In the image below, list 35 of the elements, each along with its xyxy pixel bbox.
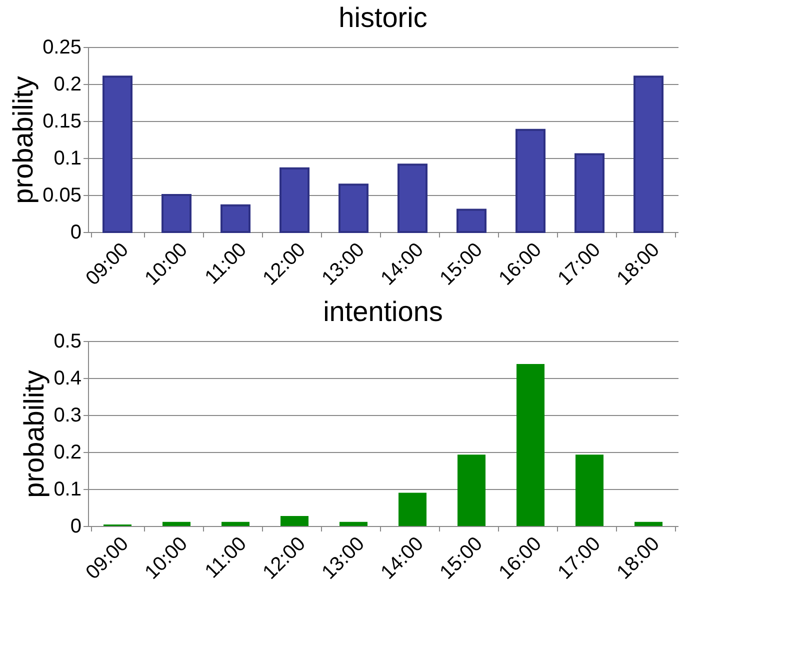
bar — [280, 516, 308, 526]
bar — [634, 522, 662, 526]
y-tick-label: 0.3 — [54, 404, 82, 426]
y-tick-label: 0.5 — [54, 330, 82, 352]
bar — [516, 128, 546, 233]
bar — [340, 522, 368, 526]
bar — [280, 167, 310, 233]
y-tick-label: 0.25 — [42, 36, 82, 58]
y-tick-label: 0.2 — [54, 442, 82, 464]
bar — [220, 204, 250, 233]
bar — [102, 76, 132, 233]
bar — [338, 184, 368, 233]
y-axis-title: probability — [8, 76, 39, 204]
y-axis-title: probability — [18, 370, 50, 498]
bar — [574, 153, 604, 233]
y-tick-label: 0.05 — [42, 184, 82, 206]
chart-title: intentions — [323, 296, 443, 327]
y-tick-label: 0.4 — [54, 368, 82, 390]
y-tick-label: 0.2 — [54, 74, 82, 96]
bar — [456, 208, 486, 233]
y-tick-label: 0.15 — [42, 110, 82, 132]
y-tick-label: 0.1 — [54, 478, 82, 500]
bar — [162, 194, 192, 233]
y-tick-label: 0 — [70, 516, 82, 538]
bar — [398, 492, 426, 526]
bar — [634, 76, 664, 233]
bar — [222, 522, 250, 526]
chart-title: historic — [338, 2, 428, 33]
y-tick-label: 0 — [70, 222, 82, 244]
bar — [398, 164, 428, 233]
bar — [162, 522, 190, 526]
bar — [516, 364, 544, 526]
y-tick-label: 0.1 — [54, 148, 82, 170]
bar — [458, 454, 486, 526]
bar — [576, 454, 604, 526]
